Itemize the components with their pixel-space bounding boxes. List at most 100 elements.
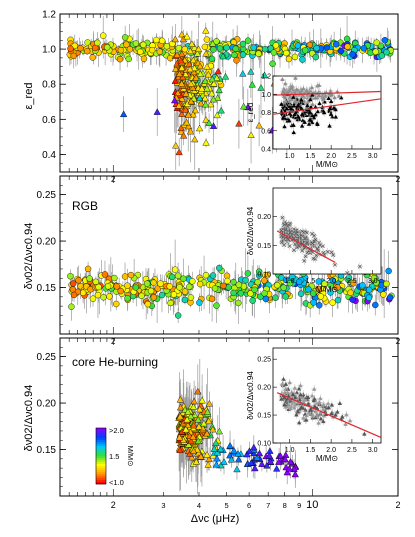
data-point-rgb <box>116 55 124 63</box>
data-point-core-he <box>204 70 212 78</box>
data-point-rgb <box>67 45 74 52</box>
y-tick-label: 1.0 <box>42 45 56 56</box>
data-point-core-he <box>182 90 190 97</box>
colorbar-segment <box>96 432 106 435</box>
data-point-rgb <box>209 272 217 279</box>
data-point-rgb <box>150 279 157 286</box>
data-point-core-he <box>178 94 186 102</box>
data-point-rgb <box>294 42 302 49</box>
data-point-core-he <box>178 30 186 38</box>
data-point-rgb <box>237 290 245 297</box>
label-core-he: core He-burning <box>72 355 158 369</box>
colorbar-segment <box>96 458 106 461</box>
data-point-rgb <box>181 45 189 53</box>
data-point-rgb <box>126 46 134 53</box>
data-point-core-he <box>186 127 195 135</box>
data-point-core-he <box>183 32 191 40</box>
data-point-core-he <box>210 79 218 87</box>
y-tick-label: 0.15 <box>37 283 57 294</box>
data-point-rgb <box>282 293 289 300</box>
data-point-rgb <box>125 55 132 63</box>
data-point-core-he <box>193 49 202 57</box>
data-point-core-he <box>187 97 195 105</box>
data-point-core-he <box>248 80 256 88</box>
inset-y-tick-label: 0.15 <box>257 413 271 420</box>
x-tick-label: 4 <box>197 501 201 510</box>
data-point-core-he <box>209 95 218 103</box>
data-point-rgb <box>337 47 345 55</box>
data-point-rgb <box>77 44 84 52</box>
data-point-rgb <box>321 280 328 287</box>
data-point-core-he <box>178 50 186 57</box>
y-tick-label: 0.4 <box>42 150 56 161</box>
data-point-core-he <box>171 77 179 84</box>
data-point-rgb <box>101 271 109 278</box>
data-point-rgb <box>111 274 118 282</box>
data-point-core-he <box>177 128 185 135</box>
data-point-rgb <box>117 287 124 295</box>
data-point-rgb <box>158 291 166 299</box>
data-point-rgb <box>272 42 280 49</box>
colorbar-segment <box>96 454 106 457</box>
data-point-rgb <box>244 37 252 44</box>
data-point-rgb <box>176 284 183 291</box>
colorbar-segment <box>96 438 106 441</box>
xlabel: Δνc (μHz) <box>191 513 240 525</box>
data-point-rgb <box>196 299 203 306</box>
data-point-rgb <box>168 273 176 281</box>
data-point-rgb <box>347 289 354 296</box>
data-point-core-he <box>178 79 186 87</box>
data-point-rgb <box>210 46 217 53</box>
colorbar-tick-label: >2.0 <box>109 426 124 435</box>
colorbar-segment <box>96 452 106 455</box>
data-point-rgb <box>69 286 77 293</box>
colorbar-segment <box>96 470 106 473</box>
colorbar-tick-label: <1.0 <box>109 478 124 487</box>
data-point-rgb <box>67 273 74 280</box>
x-tick-label: 10 <box>306 499 318 511</box>
data-point-rgb <box>372 48 379 55</box>
data-point-core-he <box>189 83 197 91</box>
data-point-rgb <box>296 278 303 286</box>
data-point-rgb <box>174 272 182 279</box>
data-point-core-he <box>257 84 265 91</box>
data-point-rgb <box>124 295 131 302</box>
data-point-rgb <box>270 49 278 56</box>
data-point-rgb <box>349 51 356 58</box>
x-tick-label: 7 <box>266 501 270 510</box>
data-point-rgb <box>317 293 325 300</box>
data-point-rgb <box>100 294 107 301</box>
colorbar-tick-label: 1.5 <box>109 452 119 461</box>
label-rgb: RGB <box>72 199 98 213</box>
data-point-rgb <box>291 53 299 61</box>
data-point-rgb <box>344 43 351 50</box>
data-point-rgb <box>196 280 204 288</box>
data-point-core-he <box>187 80 195 87</box>
data-point-rgb <box>377 42 385 50</box>
data-point-rgb <box>201 43 209 51</box>
ylabel-bottom: δν02/Δνc0.94 <box>23 385 35 452</box>
inset-x-tick-label: 1.5 <box>306 447 316 454</box>
data-point-core-he <box>214 67 222 75</box>
inset-x-tick-label: 2.5 <box>347 447 357 454</box>
data-point-core-he <box>171 35 179 43</box>
data-point-core-he <box>260 71 269 79</box>
data-point-rgb <box>327 289 334 296</box>
data-point-rgb <box>79 289 87 296</box>
inset-y-tick-label: 0.4 <box>261 147 271 154</box>
data-point-rgb <box>94 291 102 299</box>
inset-y-tick-label: 0.10 <box>257 272 271 279</box>
data-point-rgb <box>143 280 151 287</box>
data-point-rgb <box>286 279 294 287</box>
data-point-rgb <box>153 36 160 44</box>
data-point-rgb <box>203 36 211 43</box>
x-tick-label: 5 <box>224 501 228 510</box>
colorbar-segment <box>96 448 106 451</box>
inset-x-tick-label: 1.0 <box>285 447 295 454</box>
data-point-core-he <box>188 40 196 47</box>
data-point-rgb <box>309 290 317 297</box>
data-point-core-he <box>170 96 179 104</box>
data-point-rgb <box>239 40 247 48</box>
data-point-rgb <box>124 282 131 289</box>
data-point-rgb <box>280 284 287 291</box>
